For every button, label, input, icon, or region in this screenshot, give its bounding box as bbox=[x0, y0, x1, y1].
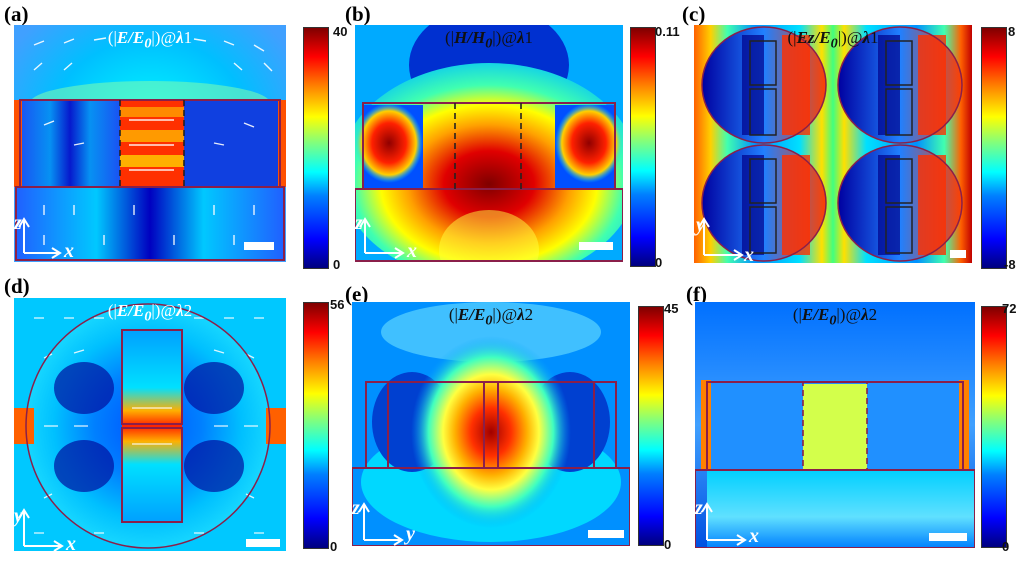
panel-e-colorbar bbox=[638, 306, 664, 546]
panel-e-scale-bar bbox=[588, 530, 624, 538]
panel-d-bar-bottom-outline bbox=[121, 427, 183, 523]
panel-f-field-svg bbox=[695, 302, 975, 548]
panel-d-colorbar-max: 56 bbox=[330, 297, 345, 312]
panel-d-disk-outline bbox=[25, 303, 271, 549]
panel-f-axis-horizontal: x bbox=[749, 525, 759, 547]
panel-a-axis-horizontal: x bbox=[64, 240, 74, 262]
panel-b-axis-vertical: z bbox=[355, 212, 363, 234]
panel-b-label: (b) bbox=[345, 2, 371, 26]
panel-f-scale-bar bbox=[929, 533, 967, 541]
panel-c-title: (|Ez/E0|)@λ1 bbox=[787, 28, 879, 52]
panel-f-colorbar-max: 72 bbox=[1002, 301, 1017, 316]
panel-a-title: (|E/E0|)@λ1 bbox=[107, 28, 193, 52]
panel-c-colorbar-min: -8 bbox=[1004, 257, 1016, 272]
panel-b-substrate-outline bbox=[355, 188, 623, 262]
panel-c-label: (c) bbox=[682, 2, 706, 26]
panel-c-colorbar bbox=[981, 27, 1007, 269]
panel-d-title: (|E/E0|)@λ2 bbox=[107, 301, 193, 325]
panel-d-colorbar bbox=[303, 302, 329, 549]
panel-e-axis-horizontal: y bbox=[406, 523, 415, 545]
panel-f-title: (|E/E0|)@λ2 bbox=[792, 305, 878, 329]
panel-a-axis-vertical: z bbox=[14, 212, 22, 234]
panel-d-axis-horizontal: x bbox=[66, 533, 76, 551]
panel-b-field-svg bbox=[355, 25, 623, 262]
panel-e-field-svg bbox=[352, 302, 630, 546]
panel-d-axis-vertical: y bbox=[14, 505, 23, 527]
panel-f-label: (f) bbox=[686, 282, 707, 306]
panel-b-colorbar-min: 0 bbox=[655, 255, 663, 270]
panel-a-field-svg bbox=[14, 25, 286, 262]
panel-d-field-svg bbox=[14, 298, 286, 551]
panel-d-label: (d) bbox=[4, 274, 30, 298]
panel-e-label: (e) bbox=[345, 282, 369, 306]
panel-b-colorbar bbox=[630, 27, 656, 267]
panel-a-scale-bar bbox=[244, 242, 274, 250]
panel-a-label: (a) bbox=[4, 2, 29, 26]
panel-b-title: (|H/H0|)@λ1 bbox=[444, 28, 534, 52]
panel-e-colorbar-min: 0 bbox=[664, 537, 672, 552]
panel-f-field-map: (|E/E0|)@λ2 z x bbox=[695, 302, 975, 548]
panel-d-scale-bar bbox=[246, 539, 280, 547]
panel-e-axis-vertical: z bbox=[352, 497, 360, 519]
panel-a-colorbar-min: 0 bbox=[333, 257, 341, 272]
panel-c-axis-vertical: y bbox=[696, 214, 705, 236]
panel-f-colorbar-min: 0 bbox=[1002, 539, 1010, 554]
panel-d-bar-top-outline bbox=[121, 329, 183, 425]
panel-d-field-map: (|E/E0|)@λ2 y x bbox=[14, 298, 286, 551]
panel-e-colorbar-max: 45 bbox=[664, 301, 679, 316]
panel-c-disk-outlines bbox=[701, 26, 963, 262]
panel-a-colorbar-max: 40 bbox=[333, 24, 348, 39]
panel-e-field-map: (|E/E0|)@λ2 z y bbox=[352, 302, 630, 546]
panel-c-colorbar-max: 8 bbox=[1008, 24, 1016, 39]
panel-b-field-map: (|H/H0|)@λ1 z x bbox=[355, 25, 623, 262]
panel-c-scale-bar bbox=[950, 250, 966, 258]
panel-c-field-map: (|Ez/E0|)@λ1 y x bbox=[694, 25, 972, 263]
panel-c-axis-horizontal: x bbox=[744, 244, 754, 263]
panel-a-colorbar bbox=[303, 27, 329, 269]
panel-a-substrate-outline bbox=[15, 186, 285, 261]
panel-a-field-map: (|E/E0|)@λ1 z x bbox=[14, 25, 286, 262]
panel-f-axis-vertical: z bbox=[695, 497, 703, 519]
panel-b-colorbar-max: 0.11 bbox=[655, 24, 680, 39]
panel-c-bar-outlines bbox=[749, 40, 913, 254]
panel-b-scale-bar bbox=[579, 242, 613, 250]
panel-f-colorbar bbox=[981, 306, 1007, 548]
panel-e-title: (|E/E0|)@λ2 bbox=[448, 305, 534, 329]
panel-d-colorbar-min: 0 bbox=[330, 539, 338, 554]
panel-c-field-svg bbox=[694, 25, 972, 263]
panel-b-axis-horizontal: x bbox=[407, 240, 417, 262]
